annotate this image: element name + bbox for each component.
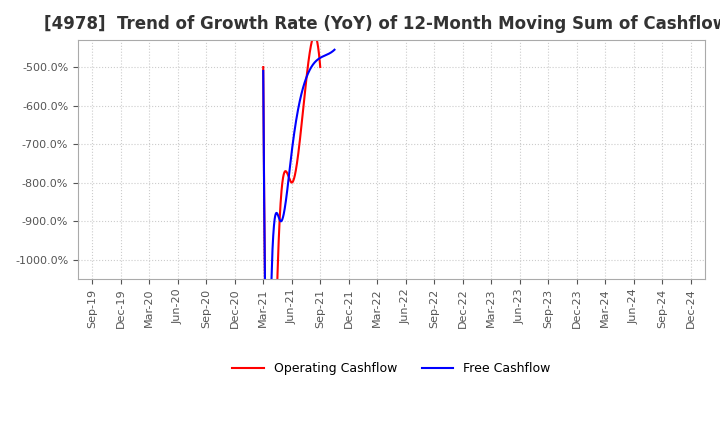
Line: Free Cashflow: Free Cashflow	[264, 50, 335, 373]
Legend: Operating Cashflow, Free Cashflow: Operating Cashflow, Free Cashflow	[228, 357, 556, 380]
Operating Cashflow	[294, 150, 302, 156]
Operating Cashflow	[311, 33, 320, 38]
Free Cashflow	[259, 68, 268, 73]
Free Cashflow	[259, 106, 268, 111]
Operating Cashflow	[316, 64, 325, 70]
Free Cashflow	[302, 77, 310, 82]
Free Cashflow	[324, 51, 333, 57]
Free Cashflow	[264, 370, 272, 375]
Free Cashflow	[302, 76, 310, 81]
Line: Operating Cashflow: Operating Cashflow	[264, 36, 320, 440]
Operating Cashflow	[259, 64, 268, 70]
Free Cashflow	[330, 47, 339, 52]
Free Cashflow	[302, 73, 311, 78]
Operating Cashflow	[293, 158, 302, 163]
Operating Cashflow	[307, 40, 316, 46]
Title: [4978]  Trend of Growth Rate (YoY) of 12-Month Moving Sum of Cashflows: [4978] Trend of Growth Rate (YoY) of 12-…	[45, 15, 720, 33]
Operating Cashflow	[259, 93, 268, 98]
Operating Cashflow	[310, 33, 319, 38]
Free Cashflow	[319, 54, 328, 59]
Operating Cashflow	[293, 159, 302, 165]
